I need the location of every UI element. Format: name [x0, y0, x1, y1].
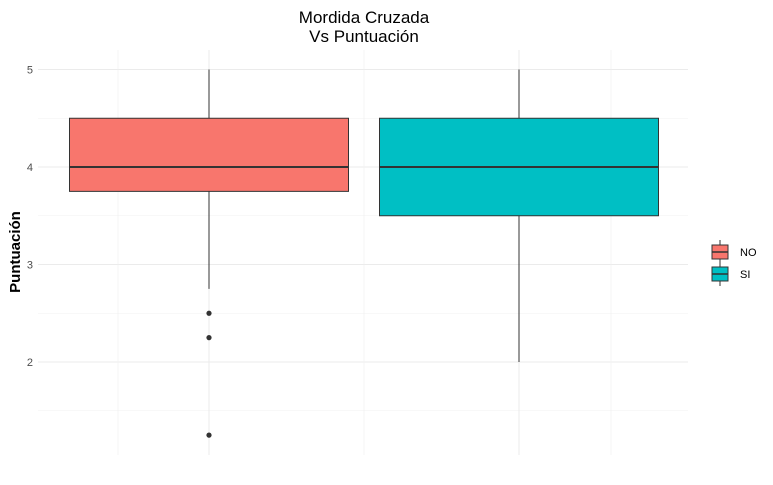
chart-title-line-2: Vs Puntuación	[309, 27, 419, 46]
legend-label-si: SI	[740, 269, 750, 281]
box-no-outlier	[206, 335, 212, 341]
y-tick-label: 3	[27, 260, 33, 272]
y-tick-label: 2	[27, 357, 33, 369]
box-no-outlier	[206, 310, 212, 316]
legend-item-si: SI	[711, 262, 750, 286]
y-tick-label: 5	[27, 65, 33, 77]
y-axis-ticks: 2 3 4 5	[27, 65, 33, 370]
y-axis-label: Puntuación	[7, 211, 24, 293]
box-no-outlier	[206, 432, 212, 438]
y-tick-label: 4	[27, 162, 33, 174]
chart-title-line-1: Mordida Cruzada	[299, 8, 430, 27]
grid	[38, 50, 688, 455]
legend: NO SI	[711, 240, 757, 286]
box-no	[69, 117, 349, 192]
legend-label-no: NO	[740, 247, 757, 259]
legend-item-no: NO	[711, 240, 757, 264]
boxes	[69, 69, 659, 438]
